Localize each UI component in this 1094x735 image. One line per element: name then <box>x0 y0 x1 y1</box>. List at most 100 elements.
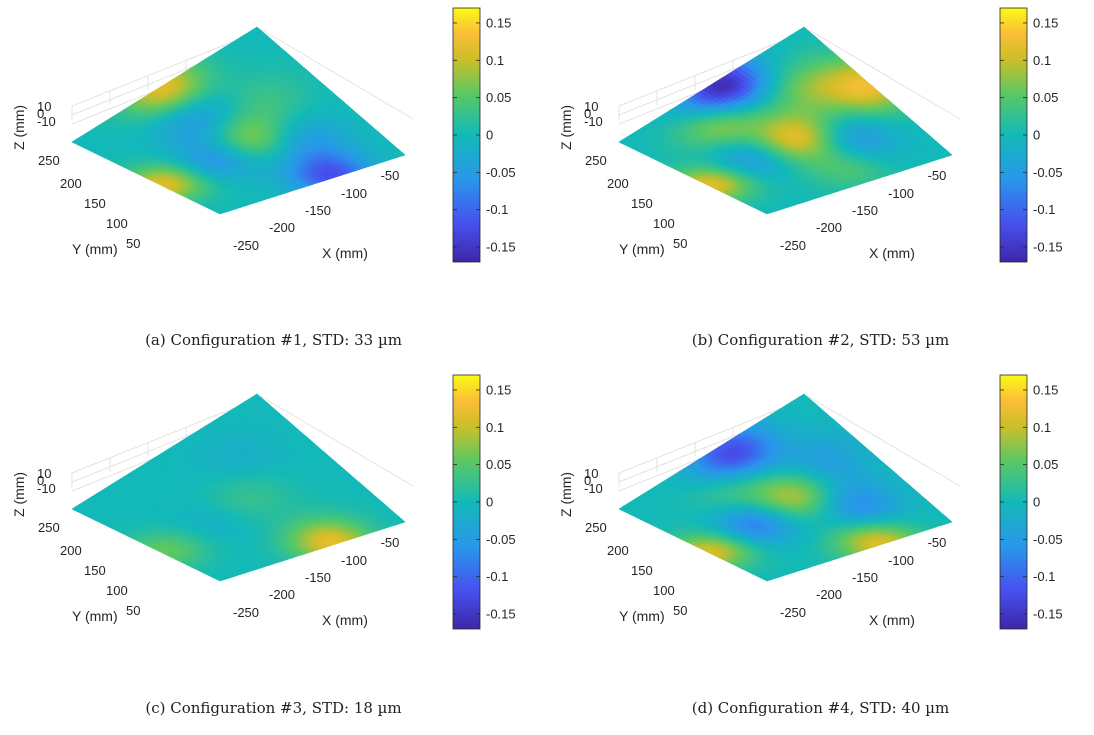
z-axis-label: Z (mm) <box>11 105 27 150</box>
y-axis-label: Y (mm) <box>72 608 118 624</box>
y-axis-label: Y (mm) <box>619 241 665 257</box>
colorbar-tick-label: 0.1 <box>1033 420 1051 435</box>
x-tick-label: -50 <box>928 535 947 550</box>
y-tick-label: 50 <box>126 603 140 618</box>
surface-mesh <box>618 393 953 582</box>
x-tick-label: -250 <box>780 605 806 620</box>
figure-caption: (c) Configuration #3, STD: 18 µm <box>145 699 402 717</box>
z-tick-label: 10 <box>37 466 51 481</box>
y-tick-label: 150 <box>84 563 106 578</box>
y-tick-label: 50 <box>673 236 687 251</box>
colorbar-tick-label: -0.15 <box>486 240 516 255</box>
colorbar <box>452 374 481 630</box>
colorbar-tick-label: -0.05 <box>486 532 516 547</box>
z-tick-label: 10 <box>37 99 51 114</box>
surface-mesh <box>618 26 953 215</box>
z-axis-label: Z (mm) <box>558 105 574 150</box>
figure-caption: (b) Configuration #2, STD: 53 µm <box>691 331 950 349</box>
x-tick-label: -250 <box>780 238 806 253</box>
z-tick-label: -10 <box>37 114 56 129</box>
figure-caption: (d) Configuration #4, STD: 40 µm <box>691 699 950 717</box>
x-tick-label: -250 <box>233 238 259 253</box>
x-tick-label: -50 <box>381 535 400 550</box>
surface-panel-4: -250 -200 -150 -100 -50 250 200 150 100 50 10 0 -10 X… <box>547 367 1094 734</box>
y-tick-label: 150 <box>84 196 106 211</box>
x-tick-label: -200 <box>816 587 842 602</box>
x-tick-label: -200 <box>816 220 842 235</box>
y-tick-label: 100 <box>106 216 128 231</box>
colorbar-tick-label: 0.1 <box>486 53 504 68</box>
x-tick-label: -250 <box>233 605 259 620</box>
z-tick-label: 10 <box>584 99 598 114</box>
colorbar-tick-label: -0.1 <box>486 202 508 217</box>
colorbar-tick-label: 0.15 <box>1033 382 1058 397</box>
surface-plot: -250-200-150-100-5025020015010050100-10X… <box>11 7 516 263</box>
z-tick-label: 10 <box>584 466 598 481</box>
y-axis-label: Y (mm) <box>72 241 118 257</box>
colorbar <box>452 7 481 263</box>
x-tick-label: -100 <box>888 553 914 568</box>
colorbar-tick-label: 0.05 <box>1033 457 1058 472</box>
y-tick-label: 50 <box>673 603 687 618</box>
colorbar-tick-label: 0.05 <box>1033 90 1058 105</box>
y-tick-label: 250 <box>585 153 607 168</box>
y-tick-label: 200 <box>607 176 629 191</box>
surface-plot: -250-200-150-100-5025020015010050100-10X… <box>558 7 1063 263</box>
surface-panel-3: -250 -200 -150 -100 -50 250 200 150 100 50 10 0 -10 X… <box>0 367 547 734</box>
x-axis-label: X (mm) <box>869 245 915 261</box>
y-tick-label: 200 <box>60 543 82 558</box>
colorbar-tick-label: -0.1 <box>486 569 508 584</box>
colorbar <box>999 7 1028 263</box>
x-tick-label: -100 <box>888 186 914 201</box>
z-tick-label: -10 <box>584 481 603 496</box>
colorbar-tick-label: -0.1 <box>1033 202 1055 217</box>
x-tick-label: -200 <box>269 220 295 235</box>
colorbar-tick-label: 0 <box>1033 128 1040 143</box>
y-tick-label: 200 <box>60 176 82 191</box>
y-tick-label: 150 <box>631 563 653 578</box>
x-axis-label: X (mm) <box>869 612 915 628</box>
y-tick-label: 100 <box>106 583 128 598</box>
y-tick-label: 150 <box>631 196 653 211</box>
x-tick-label: -150 <box>305 570 331 585</box>
z-tick-label: -10 <box>584 114 603 129</box>
z-axis-label: Z (mm) <box>558 472 574 517</box>
y-axis-label: Y (mm) <box>619 608 665 624</box>
colorbar-tick-label: -0.05 <box>1033 532 1063 547</box>
surface-plot: -250-200-150-100-5025020015010050100-10X… <box>558 374 1063 630</box>
surface-panel-1: -250 -200 -150 -100 -50 250 200 150 100 50 10 0 -10 X… <box>0 0 547 367</box>
y-tick-label: 50 <box>126 236 140 251</box>
x-axis-label: X (mm) <box>322 245 368 261</box>
colorbar-tick-label: 0.05 <box>486 457 511 472</box>
colorbar-tick-label: 0.05 <box>486 90 511 105</box>
x-tick-label: -50 <box>928 168 947 183</box>
x-tick-label: -150 <box>305 203 331 218</box>
colorbar-tick-label: 0.15 <box>486 382 511 397</box>
z-tick-label: -10 <box>37 481 56 496</box>
colorbar-tick-label: 0 <box>486 128 493 143</box>
colorbar-tick-label: -0.05 <box>486 165 516 180</box>
y-tick-label: 100 <box>653 216 675 231</box>
z-tick-label: 0 <box>37 106 44 121</box>
y-tick-label: 250 <box>38 153 60 168</box>
x-tick-label: -150 <box>852 570 878 585</box>
colorbar-tick-label: 0.1 <box>486 420 504 435</box>
x-axis-label: X (mm) <box>322 612 368 628</box>
colorbar-tick-label: -0.15 <box>1033 607 1063 622</box>
surface-panel-2: -250 -200 -150 -100 -50 250 200 150 100 50 10 0 -10 X… <box>547 0 1094 367</box>
colorbar-tick-label: 0 <box>486 495 493 510</box>
colorbar-tick-label: -0.15 <box>1033 240 1063 255</box>
z-tick-label: 0 <box>584 473 591 488</box>
colorbar-tick-label: 0.1 <box>1033 53 1051 68</box>
surface-plot: -250-200-150-100-5025020015010050100-10X… <box>11 374 516 630</box>
x-tick-label: -100 <box>341 186 367 201</box>
colorbar-tick-label: -0.1 <box>1033 569 1055 584</box>
z-axis-label: Z (mm) <box>11 472 27 517</box>
x-tick-label: -50 <box>381 168 400 183</box>
z-tick-label: 0 <box>37 473 44 488</box>
y-tick-label: 200 <box>607 543 629 558</box>
figure-caption: (a) Configuration #1, STD: 33 µm <box>145 331 402 349</box>
x-tick-label: -150 <box>852 203 878 218</box>
surface-mesh <box>71 393 406 582</box>
y-tick-label: 250 <box>38 520 60 535</box>
